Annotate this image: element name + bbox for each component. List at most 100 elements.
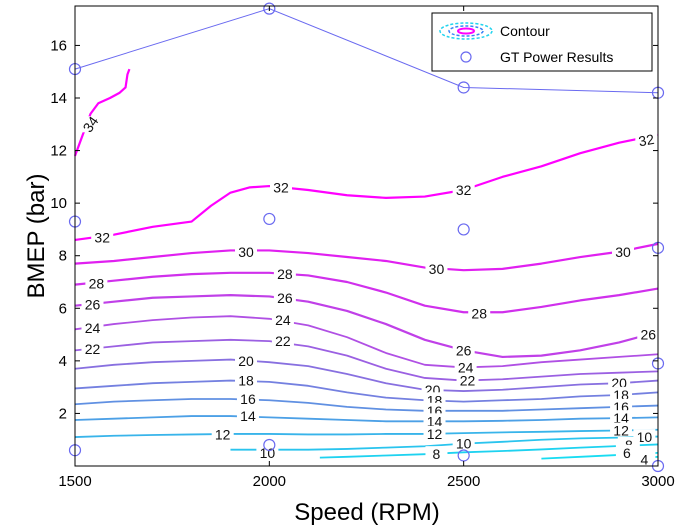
y-tick-label: 8 <box>59 248 67 265</box>
contour-label-bg-26 <box>81 296 104 313</box>
contour-label-10: 10 <box>456 436 472 452</box>
contour-label-bg-24 <box>271 312 294 329</box>
contour-label-bg-24 <box>454 359 477 376</box>
contour-label-16: 16 <box>240 391 256 407</box>
y-tick-label: 12 <box>50 143 67 160</box>
contour-line-34 <box>73 68 131 157</box>
contour-label-bg-34 <box>79 116 102 133</box>
contour-line-26 <box>74 294 659 359</box>
contour-label-bg-30 <box>425 260 448 277</box>
contour-label-8: 8 <box>433 446 441 462</box>
plot-background <box>75 6 658 466</box>
contour-label-bg-32 <box>91 229 114 246</box>
gt-power-point <box>263 212 276 226</box>
contour-label-24: 24 <box>458 359 474 375</box>
y-tick-label: 4 <box>59 353 67 370</box>
contour-label-32: 32 <box>637 131 655 149</box>
contour-label-bg-28 <box>468 305 491 322</box>
gt-power-point <box>457 449 470 462</box>
contour-label-28: 28 <box>277 266 293 282</box>
contour-line-8 <box>319 443 659 459</box>
contour-label-bg-26 <box>273 289 296 306</box>
contour-label-24: 24 <box>275 312 291 328</box>
gt-boundary-line <box>74 8 659 94</box>
x-tick-label: 3000 <box>641 473 674 490</box>
contour-line-10 <box>230 435 659 451</box>
y-tick-label: 2 <box>59 405 67 422</box>
contour-label-30: 30 <box>615 244 631 260</box>
contour-label-20: 20 <box>238 353 254 369</box>
gt-power-point <box>457 81 470 94</box>
contour-label-30: 30 <box>238 244 254 260</box>
contour-line-32 <box>74 133 659 242</box>
contour-line-22 <box>74 338 659 382</box>
x-axis-ticks: 1500 2000 2500 3000 <box>58 6 675 490</box>
legend-gt-label: GT Power Results <box>500 49 613 65</box>
contour-label-12: 12 <box>613 423 629 439</box>
contour-label-26: 26 <box>456 342 472 358</box>
contour-label-bg-22 <box>81 341 104 358</box>
y-tick-label: 6 <box>59 300 67 317</box>
contour-line-28 <box>74 271 659 314</box>
contour-label-bg-26 <box>637 326 660 343</box>
contour-label-bg-24 <box>81 320 104 336</box>
contour-line-16 <box>74 398 659 412</box>
contour-label-10: 10 <box>637 429 653 445</box>
gt-power-point <box>457 223 470 236</box>
contour-label-14: 14 <box>613 410 629 426</box>
y-tick-label: 10 <box>50 195 67 212</box>
contour-label-26: 26 <box>277 290 293 306</box>
y-tick-label: 16 <box>50 37 67 54</box>
contour-label-22: 22 <box>275 333 291 349</box>
contour-label-bg-22 <box>271 333 294 350</box>
contour-label-22: 22 <box>85 341 101 357</box>
plot-frame <box>74 5 659 467</box>
legend-contour-label: Contour <box>500 23 550 39</box>
contour-label-6: 6 <box>623 445 631 461</box>
contour-label-bg-30 <box>235 243 258 260</box>
contour-label-14: 14 <box>240 408 256 424</box>
contour-label-bg-32 <box>635 132 658 149</box>
contour-label-bg-12 <box>423 425 446 442</box>
y-axis-label: BMEP (bar) <box>23 174 50 299</box>
contour-label-bg-28 <box>85 275 108 292</box>
contour-label-bg-32 <box>452 182 475 198</box>
contour-label-bg-30 <box>612 243 635 260</box>
contour-label-bg-6 <box>615 444 638 461</box>
contour-label-30: 30 <box>429 261 445 277</box>
contour-label-bg-12 <box>211 426 234 443</box>
gt-boundary-line-layer <box>74 8 659 94</box>
contour-label-24: 24 <box>85 320 101 336</box>
x-tick-label: 1500 <box>58 473 91 490</box>
contour-label-bg-22 <box>456 372 479 389</box>
contour-label-bg-16 <box>236 390 259 407</box>
contour-label-26: 26 <box>640 327 656 343</box>
contour-label-bg-10 <box>452 435 475 452</box>
contour-label-22: 22 <box>460 373 476 389</box>
x-axis-label: Speed (RPM) <box>294 499 439 526</box>
contour-label-bg-8 <box>425 446 448 463</box>
contour-line-12 <box>74 428 659 438</box>
gt-power-point <box>263 2 276 15</box>
contour-label-12: 12 <box>215 426 231 442</box>
contour-label-32: 32 <box>94 229 110 245</box>
contour-label-26: 26 <box>85 296 101 312</box>
y-tick-label: 14 <box>50 90 67 107</box>
contour-line-20 <box>74 358 659 392</box>
contour-label-28: 28 <box>471 306 487 322</box>
contour-label-bg-26 <box>452 342 475 359</box>
contour-label-bg-18 <box>235 372 258 389</box>
contour-label-bg-4 <box>633 451 656 468</box>
contour-label-28: 28 <box>89 275 105 291</box>
gt-power-point <box>263 438 276 452</box>
contour-label-32: 32 <box>456 182 472 198</box>
contour-label-bg-32 <box>269 179 292 196</box>
contour-line-30 <box>74 242 659 272</box>
contour-label-10: 10 <box>260 445 276 461</box>
contour-label-bg-20 <box>235 352 258 369</box>
contour-label-bg-14 <box>610 410 633 427</box>
contour-label-4: 4 <box>640 451 648 467</box>
contour-label-bg-14 <box>423 413 446 430</box>
contour-label-32: 32 <box>273 179 289 195</box>
